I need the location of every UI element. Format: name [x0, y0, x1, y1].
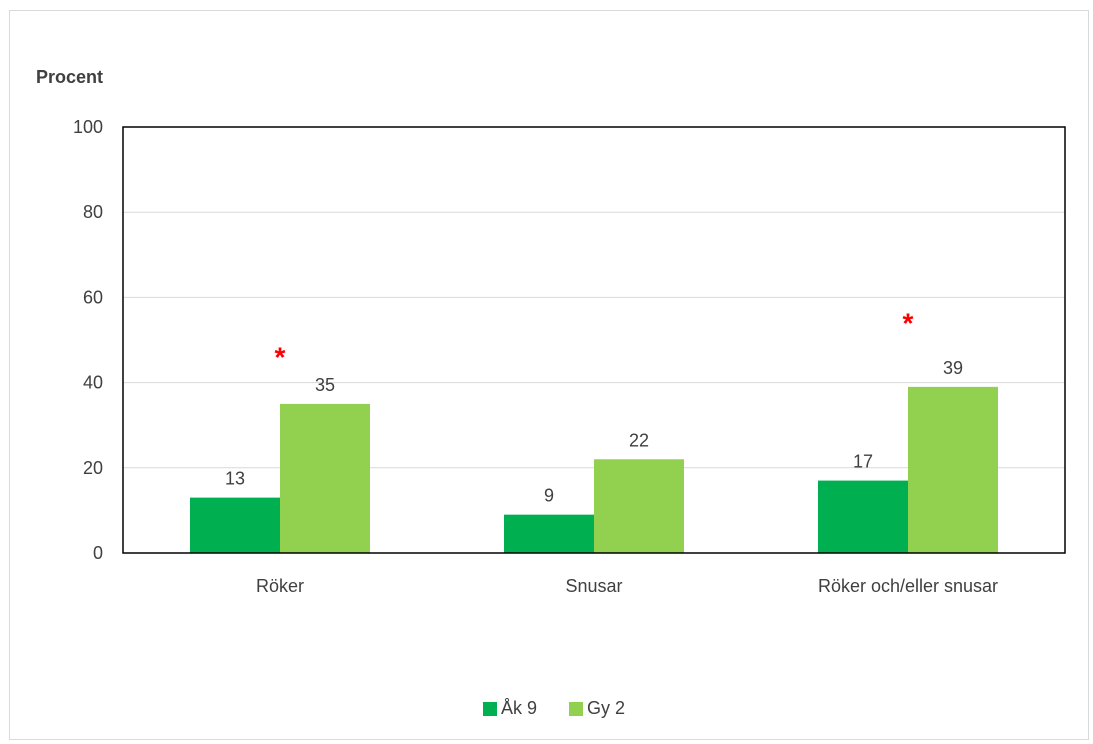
y-tick-label: 80	[83, 202, 103, 222]
x-tick-label: Röker	[256, 576, 304, 596]
y-axis-label: Procent	[36, 67, 103, 87]
data-label: 22	[629, 430, 649, 450]
y-axis-ticks: 0 20 40 60 80 100	[73, 117, 103, 563]
bar-gy2-2	[908, 386, 998, 553]
x-tick-label: Röker och/eller snusar	[818, 576, 998, 596]
x-tick-label: Snusar	[565, 576, 622, 596]
legend-label: Åk 9	[501, 698, 537, 718]
legend: Åk 9 Gy 2	[483, 698, 625, 718]
x-axis-ticks: Röker Snusar Röker och/eller snusar	[256, 576, 998, 596]
significance-asterisk: *	[275, 342, 286, 373]
legend-swatch	[483, 702, 497, 716]
y-tick-label: 0	[93, 543, 103, 563]
significance-asterisk: *	[903, 307, 914, 338]
data-label: 9	[544, 486, 554, 506]
bar-gy2-1	[594, 459, 684, 553]
bars	[190, 386, 998, 553]
bar-ak9-0	[190, 497, 280, 553]
plot-area-border	[122, 126, 1066, 554]
bar-ak9-2	[818, 480, 908, 553]
bar-gy2-0	[280, 403, 370, 553]
data-label: 17	[853, 452, 873, 472]
chart-frame	[9, 10, 1089, 740]
y-tick-label: 40	[83, 373, 103, 393]
y-tick-label: 100	[73, 117, 103, 137]
data-label: 39	[943, 358, 963, 378]
legend-label: Gy 2	[587, 698, 625, 718]
y-tick-label: 60	[83, 287, 103, 307]
significance-markers: **	[275, 307, 914, 372]
data-label: 13	[225, 469, 245, 489]
data-labels: 13 35 9 22 17 39	[225, 358, 963, 506]
legend-swatch	[569, 702, 583, 716]
y-tick-label: 20	[83, 458, 103, 478]
data-label: 35	[315, 375, 335, 395]
bar-ak9-1	[504, 514, 594, 553]
